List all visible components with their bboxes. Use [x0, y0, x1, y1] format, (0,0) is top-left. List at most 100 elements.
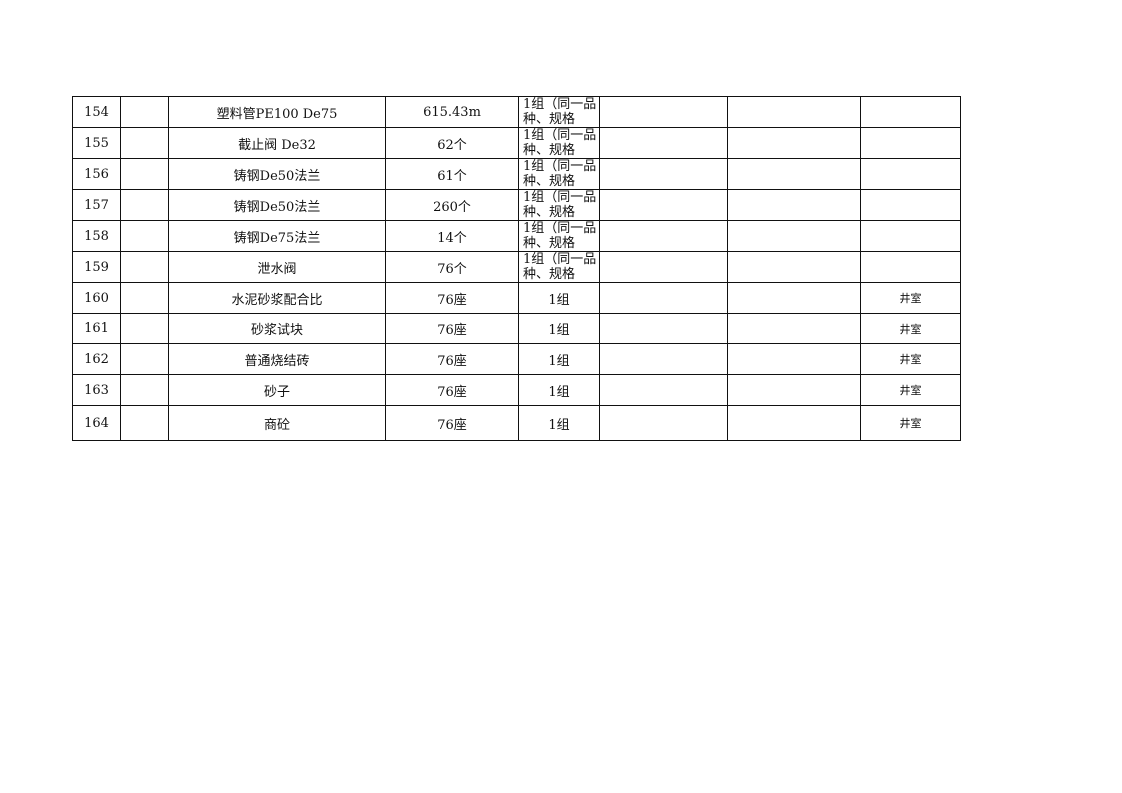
- sample-group: 1组（同一品种、规格: [518, 251, 600, 283]
- cell-blank: [120, 96, 169, 128]
- material-name: 普通烧结砖: [168, 343, 386, 375]
- sample-group-text: 1组（同一品种、规格: [523, 252, 597, 282]
- row-number: 159: [72, 251, 121, 283]
- row-number: 161: [72, 313, 121, 344]
- remark: 井室: [860, 405, 961, 441]
- quantity: 260个: [385, 189, 519, 221]
- cell-blank: [727, 251, 861, 283]
- cell-blank: [599, 374, 728, 406]
- cell-blank: [120, 220, 169, 252]
- material-name: 塑料管PE100 De75: [168, 96, 386, 128]
- quantity: 61个: [385, 158, 519, 190]
- table-row: 155 截止阀 De32 62个 1组（同一品种、规格: [72, 127, 961, 159]
- material-name: 砂子: [168, 374, 386, 406]
- cell-blank: [599, 220, 728, 252]
- quantity: 62个: [385, 127, 519, 159]
- cell-blank: [599, 313, 728, 344]
- sample-group: 1组: [518, 343, 600, 375]
- cell-blank: [727, 405, 861, 441]
- table-row: 163 砂子 76座 1组 井室: [72, 374, 961, 406]
- cell-blank: [120, 251, 169, 283]
- cell-blank: [599, 96, 728, 128]
- cell-blank: [120, 189, 169, 221]
- table-row: 160 水泥砂浆配合比 76座 1组 井室: [72, 282, 961, 314]
- quantity: 14个: [385, 220, 519, 252]
- cell-blank: [727, 158, 861, 190]
- material-name: 铸钢De75法兰: [168, 220, 386, 252]
- cell-blank: [727, 313, 861, 344]
- table-row: 154 塑料管PE100 De75 615.43m 1组（同一品种、规格: [72, 96, 961, 128]
- quantity: 615.43m: [385, 96, 519, 128]
- table-row: 162 普通烧结砖 76座 1组 井室: [72, 343, 961, 375]
- remark: 井室: [860, 374, 961, 406]
- table-row: 158 铸钢De75法兰 14个 1组（同一品种、规格: [72, 220, 961, 252]
- remark: 井室: [860, 282, 961, 314]
- cell-blank: [120, 343, 169, 375]
- row-number: 162: [72, 343, 121, 375]
- quantity: 76座: [385, 374, 519, 406]
- sample-group: 1组: [518, 405, 600, 441]
- sample-group: 1组（同一品种、规格: [518, 96, 600, 128]
- quantity: 76座: [385, 343, 519, 375]
- row-number: 154: [72, 96, 121, 128]
- material-name: 泄水阀: [168, 251, 386, 283]
- material-name: 商砼: [168, 405, 386, 441]
- cell-blank: [727, 127, 861, 159]
- quantity: 76座: [385, 405, 519, 441]
- sample-group: 1组（同一品种、规格: [518, 189, 600, 221]
- remark: [860, 127, 961, 159]
- material-name: 水泥砂浆配合比: [168, 282, 386, 314]
- table-row: 164 商砼 76座 1组 井室: [72, 405, 961, 441]
- table-row: 159 泄水阀 76个 1组（同一品种、规格: [72, 251, 961, 283]
- row-number: 156: [72, 158, 121, 190]
- cell-blank: [599, 343, 728, 375]
- cell-blank: [599, 405, 728, 441]
- cell-blank: [120, 374, 169, 406]
- cell-blank: [120, 127, 169, 159]
- quantity: 76个: [385, 251, 519, 283]
- material-name: 铸钢De50法兰: [168, 189, 386, 221]
- quantity: 76座: [385, 282, 519, 314]
- cell-blank: [727, 189, 861, 221]
- remark: [860, 189, 961, 221]
- cell-blank: [727, 220, 861, 252]
- sample-group: 1组（同一品种、规格: [518, 158, 600, 190]
- cell-blank: [120, 313, 169, 344]
- sample-group: 1组（同一品种、规格: [518, 127, 600, 159]
- cell-blank: [599, 251, 728, 283]
- sample-group: 1组: [518, 374, 600, 406]
- row-number: 157: [72, 189, 121, 221]
- cell-blank: [599, 189, 728, 221]
- cell-blank: [120, 158, 169, 190]
- remark: [860, 251, 961, 283]
- remark: [860, 220, 961, 252]
- material-table: 154 塑料管PE100 De75 615.43m 1组（同一品种、规格 155 截止阀 …: [72, 96, 961, 441]
- material-name: 砂浆试块: [168, 313, 386, 344]
- cell-blank: [727, 343, 861, 375]
- row-number: 155: [72, 127, 121, 159]
- quantity: 76座: [385, 313, 519, 344]
- cell-blank: [120, 405, 169, 441]
- cell-blank: [599, 158, 728, 190]
- cell-blank: [120, 282, 169, 314]
- row-number: 164: [72, 405, 121, 441]
- row-number: 163: [72, 374, 121, 406]
- cell-blank: [727, 96, 861, 128]
- sample-group: 1组: [518, 282, 600, 314]
- sample-group-text: 1组（同一品种、规格: [523, 97, 597, 127]
- cell-blank: [727, 282, 861, 314]
- material-name: 截止阀 De32: [168, 127, 386, 159]
- sample-group-text: 1组（同一品种、规格: [523, 221, 597, 251]
- row-number: 158: [72, 220, 121, 252]
- material-name: 铸钢De50法兰: [168, 158, 386, 190]
- cell-blank: [599, 127, 728, 159]
- remark: 井室: [860, 313, 961, 344]
- sample-group: 1组: [518, 313, 600, 344]
- row-number: 160: [72, 282, 121, 314]
- sample-group-text: 1组（同一品种、规格: [523, 159, 597, 189]
- cell-blank: [727, 374, 861, 406]
- sample-group-text: 1组（同一品种、规格: [523, 190, 597, 220]
- sample-group: 1组（同一品种、规格: [518, 220, 600, 252]
- remark: 井室: [860, 343, 961, 375]
- table-row: 161 砂浆试块 76座 1组 井室: [72, 313, 961, 344]
